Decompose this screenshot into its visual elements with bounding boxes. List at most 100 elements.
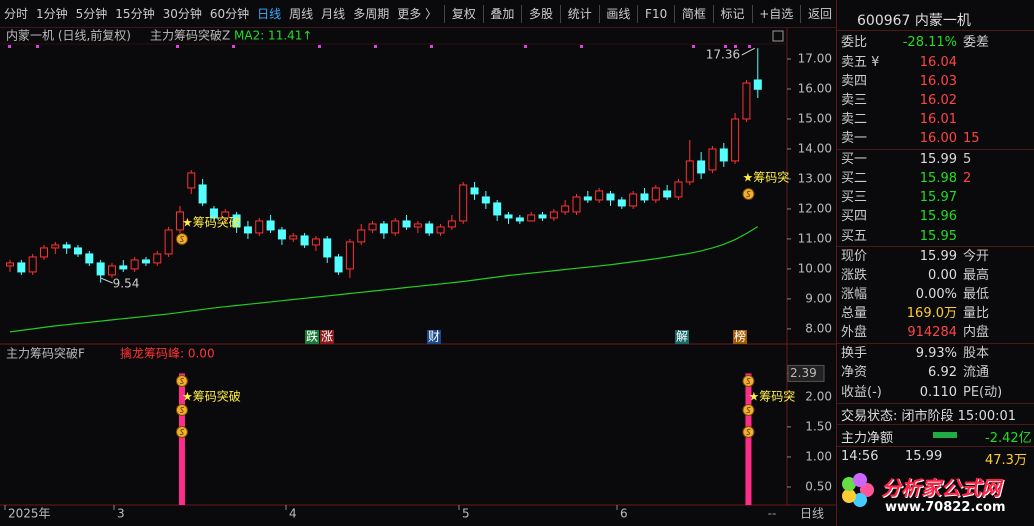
y-tick-label: 11.00 [798,231,832,245]
candle-body [402,220,411,228]
period-tab[interactable]: 更多 〉 [397,7,438,21]
divider [837,343,1034,344]
tick-box [787,364,825,382]
quote-value: 16.02 [919,93,957,108]
signal-dot [176,45,179,48]
tool-button[interactable]: 复权 [451,7,476,21]
tool-button[interactable]: F10 [645,6,668,21]
indicator-name[interactable]: 主力筹码突破Z [150,28,230,43]
candle-body [753,79,762,90]
candle-body [447,220,456,228]
quote-row: 买一 15.99 5 [841,150,1034,169]
y-tick-label: 14.00 [798,141,832,155]
candle-body [345,241,354,270]
indicator-subtitle: 擒龙筹码峰: 0.00 [120,346,215,361]
period-tab[interactable]: 1分钟 [36,7,68,21]
divider [837,446,1034,447]
signal-dot [8,45,11,48]
candle-body [232,214,241,228]
candle-body [595,190,604,201]
y-tick-label: 1.00 [805,449,832,463]
signal-dot [36,45,39,48]
tool-button[interactable]: 标记 [720,7,745,21]
quote-extra: 量比 [963,306,990,321]
quote-label: 买一 [841,152,868,167]
signal-label: ★筹码突破 [182,215,241,230]
logo-petal [853,492,868,507]
period-tab[interactable]: 30分钟 [162,7,202,21]
candle-body [685,160,694,183]
y-tick-label: 15.00 [798,111,832,125]
bar [178,373,185,505]
quote-label: 换手 [841,346,868,361]
event-marker[interactable] [305,330,319,344]
event-label: 涨 [321,329,333,344]
quote-row: 卖三 16.02 [841,91,1034,110]
candle-body [28,256,37,273]
event-marker[interactable] [320,330,334,344]
watermark-title: 分析家公式网 [881,476,1001,500]
window-button[interactable] [772,30,784,42]
period-tab[interactable]: 5分钟 [75,7,108,21]
event-marker[interactable] [733,330,747,344]
logo-petal [841,477,856,492]
tool-button[interactable]: 多股 [529,7,554,21]
event-marker[interactable] [427,330,441,344]
period-tab[interactable]: 日线 [257,7,282,21]
quote-row: 收益(-) 0.110 PE(动) [841,383,1034,402]
divider [837,149,1034,150]
quote-extra: 2 [963,171,972,186]
candle-body [334,256,343,273]
quote-value: 0.110 [919,385,957,400]
quote-value: 169.0万 [906,306,957,321]
candle-body [606,193,615,201]
signal-dot [524,45,527,48]
nav[interactable]: -- [768,507,777,521]
quote-row: 净资 6.92 流通 [841,363,1034,382]
quote-extra: 委差 [963,35,990,50]
signal-label: ★筹码突 [748,389,795,404]
tool-button[interactable]: 画线 [606,7,631,21]
money-sign [179,406,184,414]
quote-value: 9.93% [915,346,957,361]
quote-value: 6.92 [928,365,957,380]
period-tab[interactable]: 60分钟 [209,7,250,21]
event-marker[interactable] [675,330,689,344]
divider [837,424,1034,425]
quote-extra: 最低 [963,287,990,302]
candle-body [719,148,728,162]
quote-label: 买五 [841,229,868,244]
candle-body [62,244,71,249]
period-tab[interactable]: 分时 [4,7,29,21]
candle-body [391,220,400,234]
candle-body [481,196,490,204]
tool-button[interactable]: 简框 [681,7,706,21]
quote-value: 16.03 [919,74,957,89]
indicator-title: 主力筹码突破F [6,346,85,361]
y-tick-label: 1.50 [805,419,832,433]
candle-body [277,229,286,240]
period-tab[interactable]: 15分钟 [115,7,155,21]
quote-label: 涨幅 [841,287,868,302]
tool-button[interactable]: 叠加 [490,7,515,21]
tool-button[interactable]: 统计 [567,7,592,21]
quote-row: 买四 15.96 [841,207,1034,226]
quote-row: 卖五 ¥ 16.04 [841,53,1034,72]
quote-label: 总量 [841,306,868,321]
candle-body [255,220,264,234]
event-label: 财 [428,330,440,344]
period-tab[interactable]: 月线 [321,7,346,21]
candle-body [221,211,230,219]
quote-row: 买三 15.97 [841,188,1034,207]
quote-row: 买二 15.98 2 [841,169,1034,188]
period-tab[interactable]: 多周期 [353,7,390,21]
quote-value: 914284 [907,325,957,340]
period-tab[interactable]: 周线 [289,7,314,21]
quote-extra: 股本 [963,346,990,361]
flow-value: -2.42亿 [985,431,1032,446]
tool-button[interactable]: +自选 [759,7,794,21]
tool-button[interactable]: 返回 [807,7,832,21]
candle-body [6,262,14,267]
candle-body [153,253,162,264]
y-tick-label: 17.00 [798,51,832,65]
